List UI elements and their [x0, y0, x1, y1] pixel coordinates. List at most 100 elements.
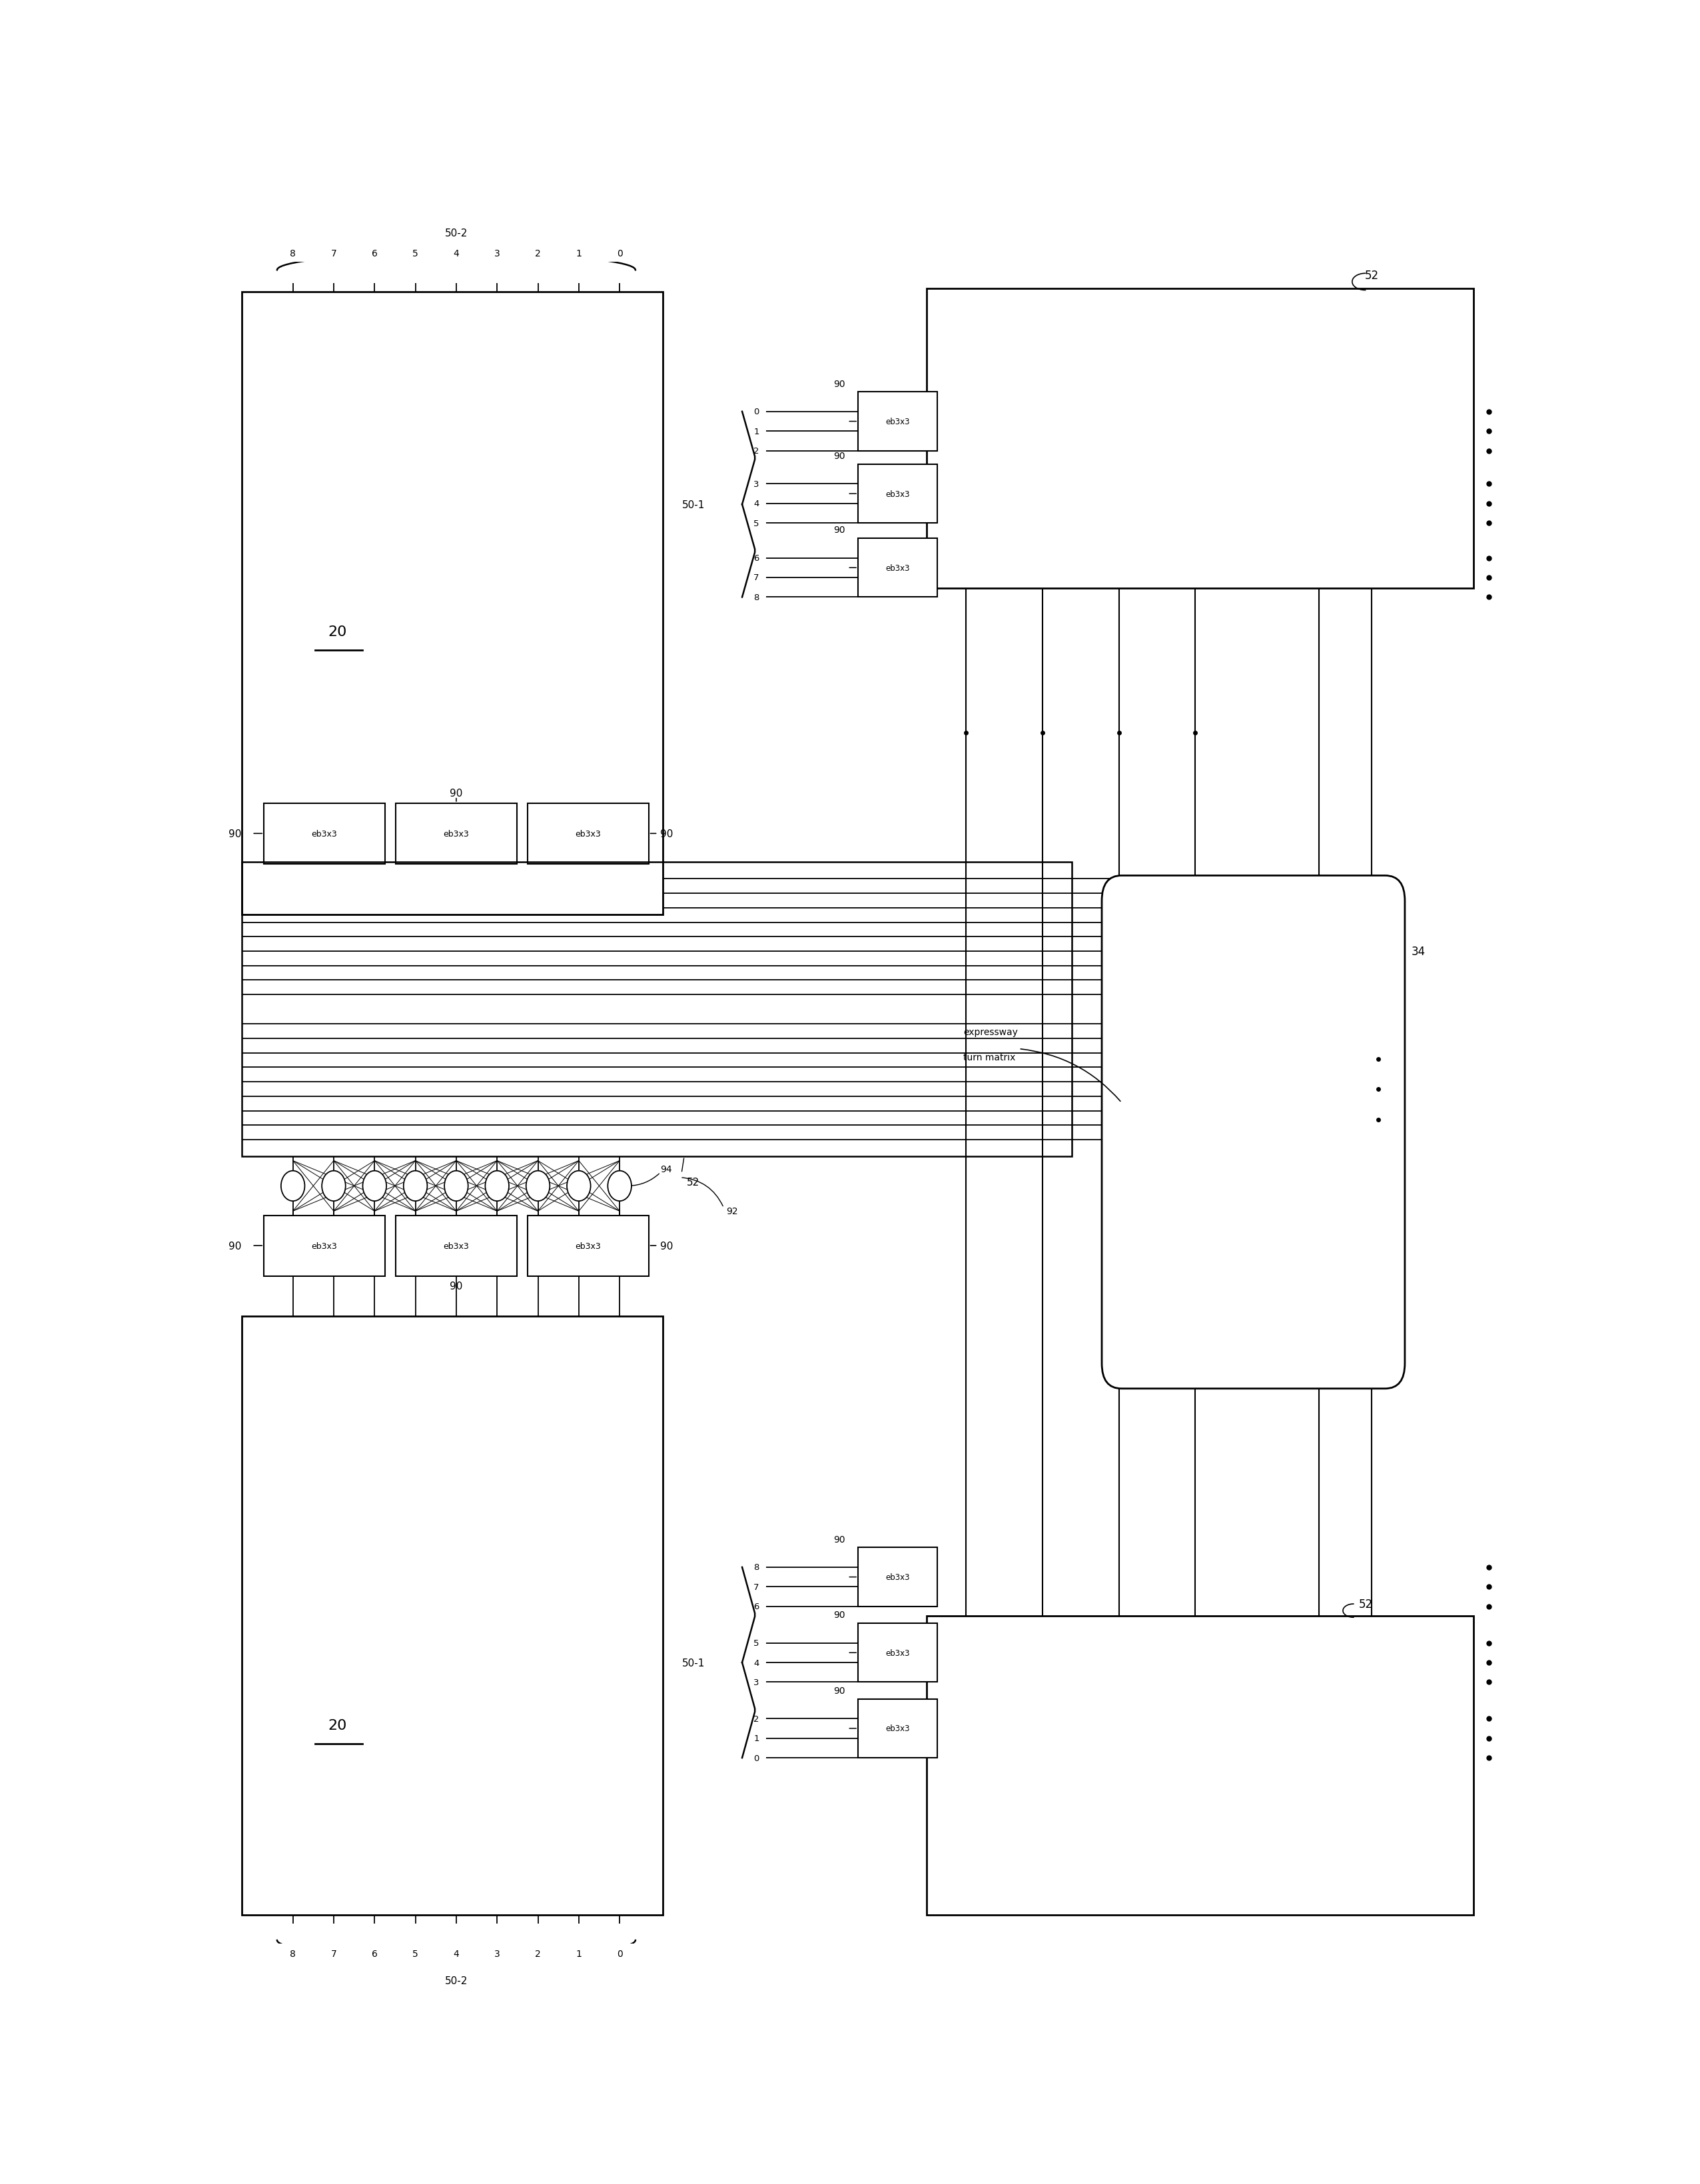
- Text: 34: 34: [1411, 946, 1426, 957]
- Text: 7: 7: [332, 249, 337, 258]
- Text: 0: 0: [617, 249, 622, 258]
- Bar: [858, 1548, 937, 1607]
- Text: 2: 2: [753, 1714, 760, 1723]
- Text: eb3x3: eb3x3: [886, 489, 910, 498]
- Bar: [927, 1616, 1474, 1915]
- Text: eb3x3: eb3x3: [575, 1241, 600, 1249]
- Circle shape: [609, 1171, 631, 1201]
- Text: 1: 1: [753, 428, 760, 437]
- Text: eb3x3: eb3x3: [886, 563, 910, 572]
- Text: 8: 8: [291, 249, 296, 258]
- Text: 6: 6: [753, 1603, 760, 1612]
- Text: 4: 4: [454, 249, 459, 258]
- Bar: [241, 293, 663, 915]
- Text: eb3x3: eb3x3: [444, 830, 469, 839]
- Text: 3: 3: [495, 1948, 500, 1959]
- Text: eb3x3: eb3x3: [886, 1723, 910, 1732]
- Circle shape: [444, 1171, 468, 1201]
- Circle shape: [403, 1171, 427, 1201]
- FancyBboxPatch shape: [1102, 876, 1404, 1389]
- Text: 7: 7: [332, 1948, 337, 1959]
- Text: 94: 94: [660, 1164, 672, 1175]
- Bar: [264, 1216, 386, 1275]
- Text: 5: 5: [753, 520, 760, 529]
- Text: 5: 5: [413, 249, 418, 258]
- Text: 50-2: 50-2: [445, 229, 468, 238]
- Text: 3: 3: [495, 249, 500, 258]
- Bar: [527, 1216, 649, 1275]
- Text: 7: 7: [753, 574, 760, 583]
- Circle shape: [362, 1171, 386, 1201]
- Text: 90: 90: [833, 526, 845, 535]
- Text: eb3x3: eb3x3: [886, 1572, 910, 1581]
- Bar: [858, 1699, 937, 1758]
- Text: 90: 90: [660, 1241, 673, 1251]
- Text: eb3x3: eb3x3: [886, 417, 910, 426]
- Text: 90: 90: [833, 1535, 845, 1544]
- Text: 6: 6: [372, 249, 377, 258]
- Text: eb3x3: eb3x3: [886, 1649, 910, 1658]
- Text: 92: 92: [726, 1208, 738, 1216]
- Text: expressway: expressway: [964, 1029, 1018, 1037]
- Bar: [527, 804, 649, 865]
- Text: 8: 8: [753, 1564, 760, 1572]
- Circle shape: [280, 1171, 304, 1201]
- Text: 8: 8: [291, 1948, 296, 1959]
- Text: 2: 2: [753, 448, 760, 456]
- Circle shape: [484, 1171, 508, 1201]
- Text: eb3x3: eb3x3: [444, 1241, 469, 1249]
- Text: 3: 3: [753, 480, 760, 489]
- Text: 3: 3: [753, 1677, 760, 1686]
- Text: 8: 8: [753, 594, 760, 603]
- Text: 1: 1: [576, 249, 581, 258]
- Text: 2: 2: [536, 1948, 541, 1959]
- Text: 5: 5: [753, 1638, 760, 1647]
- Bar: [927, 288, 1474, 587]
- Text: 6: 6: [753, 555, 760, 563]
- Text: 52: 52: [1358, 1599, 1374, 1610]
- Text: 4: 4: [753, 500, 760, 509]
- Text: 90: 90: [833, 1686, 845, 1695]
- Bar: [858, 539, 937, 598]
- Text: 0: 0: [617, 1948, 622, 1959]
- Text: eb3x3: eb3x3: [311, 1241, 337, 1249]
- Text: 1: 1: [753, 1734, 760, 1743]
- Circle shape: [321, 1171, 345, 1201]
- Bar: [241, 863, 1071, 1158]
- Text: 50-2: 50-2: [445, 1977, 468, 1985]
- Text: 90: 90: [660, 830, 673, 839]
- Circle shape: [525, 1171, 549, 1201]
- Text: 90: 90: [833, 452, 845, 461]
- Text: 90: 90: [833, 1610, 845, 1621]
- Text: 90: 90: [451, 788, 462, 799]
- Text: 20: 20: [328, 625, 347, 638]
- Text: 52: 52: [687, 1177, 700, 1186]
- Text: 50-1: 50-1: [682, 1658, 705, 1669]
- Bar: [241, 1317, 663, 1915]
- Text: 0: 0: [753, 1754, 760, 1762]
- Bar: [396, 1216, 517, 1275]
- Text: 50-1: 50-1: [682, 500, 705, 509]
- Bar: [858, 465, 937, 524]
- Text: 1: 1: [576, 1948, 581, 1959]
- Text: 7: 7: [753, 1583, 760, 1592]
- Text: turn matrix: turn matrix: [964, 1053, 1015, 1061]
- Text: eb3x3: eb3x3: [575, 830, 600, 839]
- Text: 4: 4: [753, 1658, 760, 1666]
- Text: 90: 90: [451, 1282, 462, 1291]
- Text: 2: 2: [536, 249, 541, 258]
- Text: 0: 0: [753, 408, 760, 417]
- Bar: [858, 393, 937, 452]
- Bar: [858, 1623, 937, 1682]
- Bar: [396, 804, 517, 865]
- Circle shape: [566, 1171, 590, 1201]
- Text: 90: 90: [228, 1241, 241, 1251]
- Text: 52: 52: [1365, 269, 1379, 282]
- Bar: [264, 804, 386, 865]
- Text: 90: 90: [833, 380, 845, 389]
- Text: 6: 6: [372, 1948, 377, 1959]
- Text: 90: 90: [228, 830, 241, 839]
- Text: eb3x3: eb3x3: [311, 830, 337, 839]
- Text: 5: 5: [413, 1948, 418, 1959]
- Text: 20: 20: [328, 1719, 347, 1732]
